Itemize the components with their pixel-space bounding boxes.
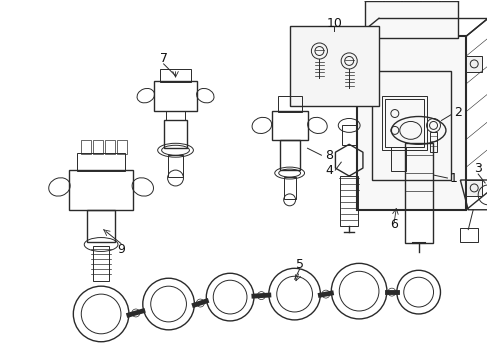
Text: 8: 8: [325, 149, 333, 162]
Bar: [283, 177, 295, 199]
Bar: [271, 111, 307, 140]
Bar: [403, 0, 418, 1]
Bar: [69, 170, 133, 210]
Bar: [342, 125, 355, 145]
Bar: [466, 180, 481, 196]
Bar: [459, 228, 477, 242]
Text: 4: 4: [325, 163, 333, 176]
Bar: [440, 0, 455, 1]
Bar: [371, 71, 450, 180]
Text: 1: 1: [448, 171, 456, 185]
Bar: [153, 81, 197, 111]
Bar: [356, 36, 466, 210]
Bar: [105, 140, 115, 154]
Bar: [289, 26, 378, 105]
Text: 6: 6: [389, 218, 397, 231]
Bar: [163, 121, 187, 148]
Bar: [77, 153, 124, 171]
Text: 9: 9: [117, 243, 124, 256]
Bar: [381, 96, 426, 150]
Text: 3: 3: [473, 162, 481, 175]
Bar: [421, 0, 437, 1]
Bar: [165, 111, 185, 121]
Bar: [384, 0, 400, 1]
Bar: [167, 155, 183, 177]
Bar: [366, 0, 381, 1]
Bar: [279, 140, 299, 170]
Bar: [384, 99, 423, 147]
Bar: [81, 140, 91, 154]
Bar: [277, 96, 301, 112]
Bar: [390, 147, 405, 171]
Text: 5: 5: [295, 258, 303, 271]
Bar: [93, 247, 109, 281]
Bar: [428, 132, 437, 152]
Text: 10: 10: [325, 17, 342, 30]
Bar: [160, 69, 191, 82]
Text: 2: 2: [453, 106, 461, 119]
Bar: [87, 210, 115, 242]
Text: 7: 7: [159, 53, 167, 66]
Bar: [117, 140, 127, 154]
Bar: [466, 56, 481, 72]
Bar: [365, 1, 457, 38]
Bar: [340, 176, 357, 226]
Bar: [404, 143, 432, 243]
Bar: [93, 140, 103, 154]
